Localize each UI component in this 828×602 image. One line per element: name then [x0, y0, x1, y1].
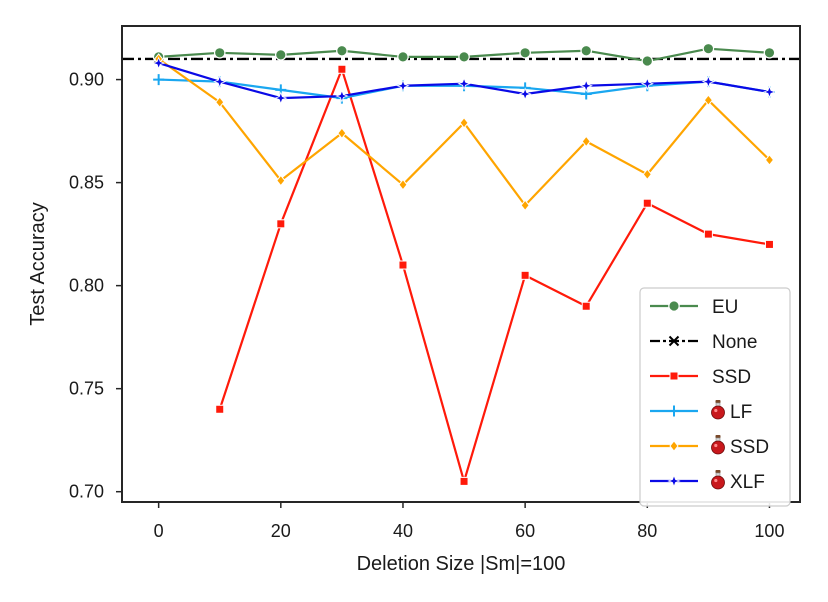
data-point — [641, 55, 654, 67]
data-point — [701, 74, 716, 89]
data-point — [153, 74, 165, 86]
data-point — [215, 404, 225, 414]
data-point — [274, 91, 288, 105]
data-point — [152, 56, 166, 70]
data-point — [763, 46, 776, 59]
data-point — [276, 219, 286, 229]
data-point — [518, 87, 532, 101]
series-ssd-potion — [154, 53, 775, 212]
data-point — [459, 476, 469, 486]
plot-frame — [121, 25, 801, 503]
data-point — [276, 174, 286, 187]
data-point — [764, 239, 774, 249]
legend-item: SSD — [650, 367, 751, 388]
data-point — [640, 77, 654, 91]
legend: EU None SSD LF SSD XLF — [639, 287, 791, 507]
x-tick-label: 40 — [393, 521, 413, 541]
series-ssd — [215, 64, 774, 486]
data-point — [642, 198, 652, 208]
legend-label: None — [712, 332, 757, 353]
potion-highlight — [714, 478, 718, 483]
potion-cork — [715, 400, 721, 403]
data-point — [275, 49, 287, 61]
legend-marker — [669, 440, 679, 452]
potion-flask — [711, 405, 725, 420]
legend-item: LF — [650, 400, 752, 423]
y-tick-label: 0.75 — [69, 379, 104, 399]
x-tick-label: 100 — [754, 521, 784, 541]
potion-flask — [711, 475, 725, 490]
data-point — [459, 117, 469, 129]
legend-box — [639, 287, 791, 507]
potion-icon — [711, 470, 725, 490]
data-point — [398, 260, 408, 270]
data-point — [579, 79, 593, 93]
legend-marker — [667, 474, 681, 488]
legend-label: SSD — [730, 437, 769, 458]
data-point — [336, 44, 348, 57]
data-point — [762, 85, 777, 99]
potion-highlight — [714, 443, 718, 448]
data-point — [457, 77, 471, 91]
potion-cork — [715, 470, 721, 473]
legend-label: XLF — [730, 472, 765, 493]
series-eu — [152, 42, 776, 67]
data-point — [581, 301, 591, 311]
data-point — [458, 51, 470, 63]
y-tick-label: 0.70 — [69, 482, 104, 502]
x-tick-label: 80 — [637, 521, 657, 541]
legend-marker — [668, 405, 680, 417]
data-point — [703, 229, 713, 239]
data-point — [764, 154, 775, 166]
data-point — [335, 89, 349, 103]
potion-icon — [711, 435, 725, 455]
potion-highlight — [714, 408, 718, 413]
legend-marker — [669, 371, 679, 381]
data-point — [213, 46, 226, 59]
y-tick-label: 0.80 — [69, 276, 104, 296]
axis-ticks: 0 20 40 60 80 100 0.70 0.75 0.80 0.85 0.90 — [69, 70, 785, 541]
legend-item: None — [650, 332, 757, 353]
x-tick-label: 20 — [271, 521, 291, 541]
legend-marker — [668, 335, 680, 347]
plot-area — [122, 42, 800, 486]
data-point — [580, 44, 593, 57]
legend-item: SSD — [650, 435, 769, 458]
data-point — [396, 79, 410, 93]
legend-marker — [668, 300, 680, 312]
x-tick-label: 60 — [515, 521, 535, 541]
legend-item: EU — [650, 297, 738, 318]
potion-flask — [711, 440, 725, 455]
data-point — [642, 168, 652, 181]
data-point — [702, 42, 715, 55]
potion-icon — [711, 400, 725, 420]
y-tick-label: 0.90 — [69, 70, 104, 90]
x-axis-title: Deletion Size |Sm|=100 — [357, 553, 566, 575]
legend-label: SSD — [712, 367, 751, 388]
data-point — [703, 94, 714, 106]
data-point — [215, 96, 225, 109]
data-point — [581, 135, 591, 148]
data-point — [520, 199, 530, 212]
y-tick-label: 0.85 — [69, 173, 104, 193]
data-point — [520, 270, 530, 280]
data-point — [398, 178, 408, 191]
series-line — [218, 68, 770, 483]
data-point — [519, 46, 531, 59]
data-point — [337, 64, 347, 74]
y-axis-title: Test Accuracy — [27, 202, 49, 325]
potion-cork — [715, 435, 721, 438]
data-point — [397, 51, 409, 63]
series-xlf-potion — [152, 56, 777, 105]
data-point — [213, 74, 227, 89]
legend-label: EU — [712, 297, 738, 318]
data-point — [337, 127, 347, 139]
x-tick-label: 0 — [154, 521, 164, 541]
legend-label: LF — [730, 402, 752, 423]
legend-item: XLF — [650, 470, 765, 493]
